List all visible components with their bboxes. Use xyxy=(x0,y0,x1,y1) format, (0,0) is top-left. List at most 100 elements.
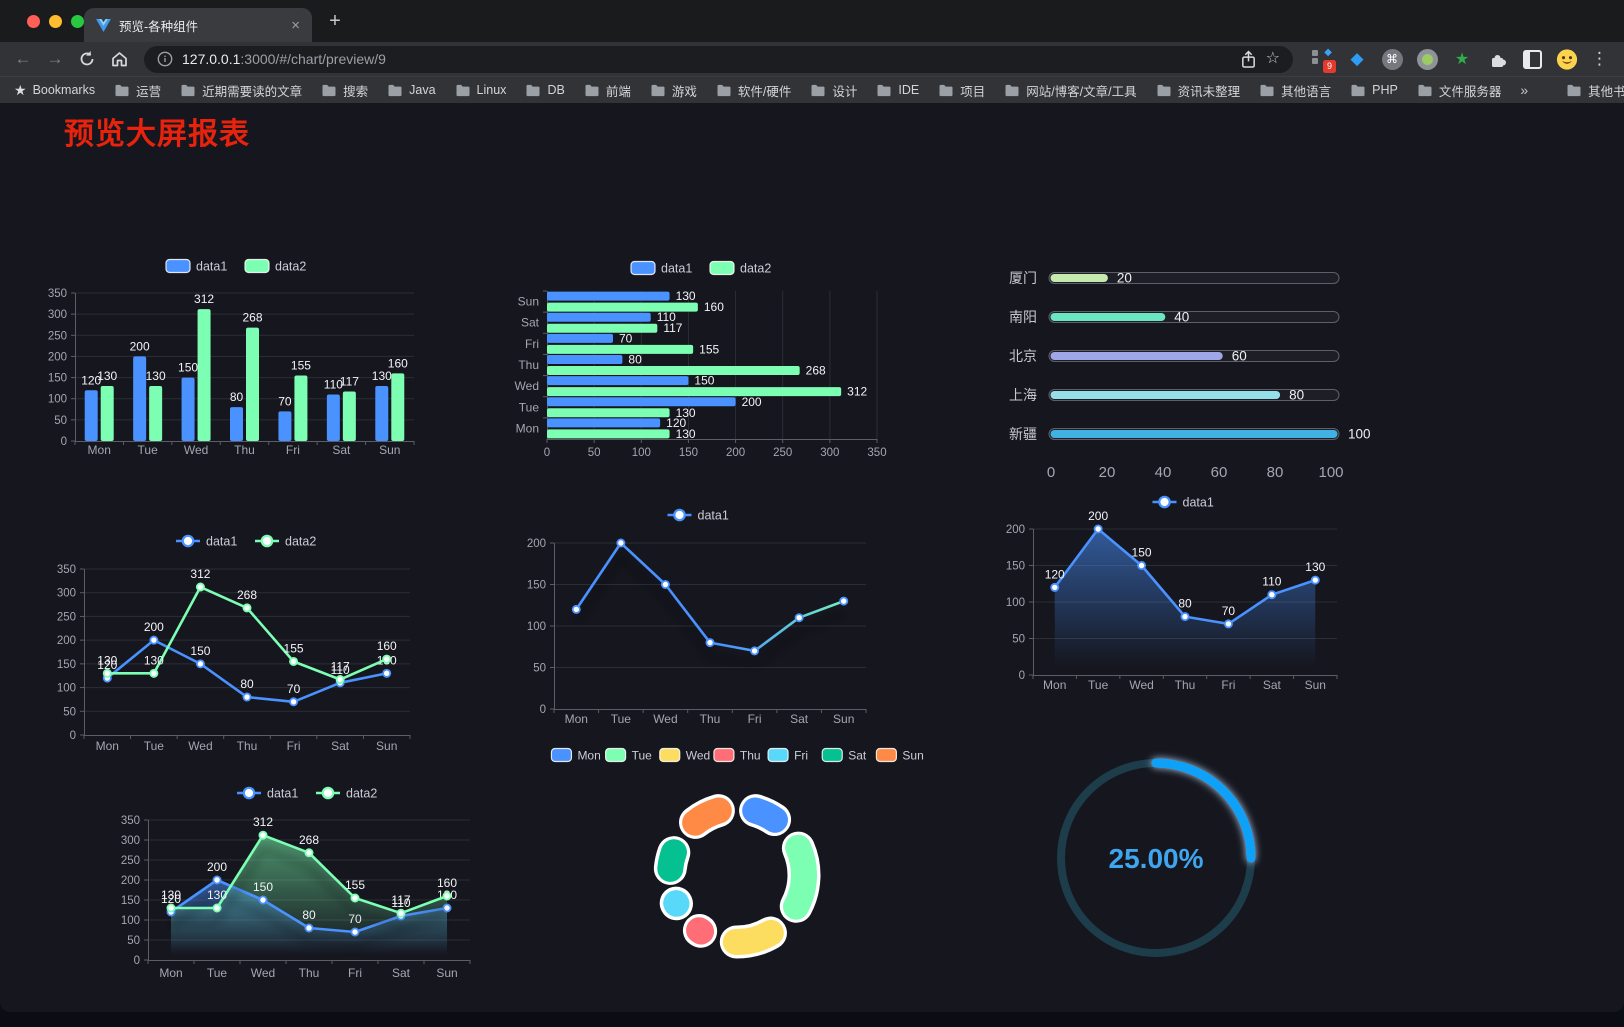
bookmark-star-icon[interactable]: ☆ xyxy=(1265,50,1280,67)
svg-text:data1: data1 xyxy=(206,535,237,549)
share-icon[interactable] xyxy=(1240,49,1257,69)
new-tab-button[interactable]: + xyxy=(329,10,341,32)
bookmark-folder[interactable]: 设计 xyxy=(810,81,857,100)
svg-text:data2: data2 xyxy=(346,787,377,801)
profile-avatar[interactable] xyxy=(1556,48,1578,70)
svg-text:Sat: Sat xyxy=(848,749,867,763)
fullscreen-window-button[interactable] xyxy=(71,15,84,28)
svg-text:data2: data2 xyxy=(285,535,316,549)
svg-text:100: 100 xyxy=(527,621,546,633)
svg-text:Mon: Mon xyxy=(565,712,588,725)
svg-text:Fri: Fri xyxy=(348,966,362,980)
url-text[interactable]: 127.0.0.1:3000/#/chart/preview/9 xyxy=(182,51,386,67)
bookmark-folder[interactable]: IDE xyxy=(876,81,919,100)
svg-text:200: 200 xyxy=(207,860,227,874)
svg-text:70: 70 xyxy=(287,682,301,696)
svg-text:312: 312 xyxy=(253,815,273,829)
bookmark-label: 前端 xyxy=(605,84,631,99)
svg-text:117: 117 xyxy=(331,660,350,674)
chart-gauge-progress[interactable]: 25.00% xyxy=(1040,745,1272,973)
minimize-window-button[interactable] xyxy=(49,15,62,28)
bookmarks-menu-label: Bookmarks xyxy=(32,83,96,97)
svg-text:0: 0 xyxy=(1019,670,1025,682)
bookmark-folder[interactable]: 软件/硬件 xyxy=(716,81,791,100)
svg-text:Wed: Wed xyxy=(251,966,275,980)
gem-extension-icon[interactable]: ◆ xyxy=(1350,49,1364,68)
bookmark-folder[interactable]: 前端 xyxy=(584,81,631,100)
svg-text:Fri: Fri xyxy=(286,443,300,457)
extensions-puzzle-icon[interactable] xyxy=(1486,48,1508,70)
bookmarks-menu[interactable]: ★ Bookmarks xyxy=(14,82,95,99)
svg-text:Thu: Thu xyxy=(234,443,255,457)
svg-text:130: 130 xyxy=(676,289,696,303)
bookmark-folder[interactable]: 近期需要读的文章 xyxy=(180,81,302,100)
bookmark-label: 搜索 xyxy=(343,84,369,99)
bookmark-folder[interactable]: PHP xyxy=(1350,81,1398,100)
svg-text:100: 100 xyxy=(121,915,140,927)
chart-city-progress[interactable]: 厦门 20 南阳 40 北京 60 上海 80 新疆 100 0 20 40 60 80 100 xyxy=(993,259,1371,489)
svg-text:200: 200 xyxy=(57,635,76,647)
chart-area-single[interactable]: 0 50 100 150 200 Mon Tue Wed Thu Fri Sat Sun 120 200 1… xyxy=(985,489,1373,705)
svg-text:300: 300 xyxy=(820,447,839,459)
svg-text:0: 0 xyxy=(544,447,550,459)
svg-text:100: 100 xyxy=(48,394,67,406)
chart-donut[interactable]: Mon Tue Wed Thu Fri Sat Sun xyxy=(545,739,935,971)
bookmarks-overflow-icon[interactable]: » xyxy=(1520,82,1529,98)
bookmark-folder[interactable]: 游戏 xyxy=(650,81,697,100)
svg-text:80: 80 xyxy=(1289,388,1304,403)
svg-text:80: 80 xyxy=(1178,597,1192,611)
browser-menu-icon[interactable]: ⋮ xyxy=(1591,49,1608,68)
svg-text:Sat: Sat xyxy=(521,316,540,330)
bookmark-folder[interactable]: Java xyxy=(387,81,436,100)
svg-text:130: 130 xyxy=(372,369,392,383)
bookmark-folder[interactable]: 文件服务器 xyxy=(1417,81,1501,100)
command-extension-icon[interactable]: ⌘ xyxy=(1381,48,1403,70)
home-icon[interactable] xyxy=(104,45,134,73)
svg-text:250: 250 xyxy=(773,447,792,459)
browser-tab[interactable]: 预览-各种组件 × xyxy=(84,8,312,42)
recorder-extension-icon[interactable] xyxy=(1416,48,1438,70)
back-icon[interactable]: ← xyxy=(14,49,32,68)
reload-icon[interactable] xyxy=(72,45,102,73)
svg-text:Sat: Sat xyxy=(392,966,411,980)
svg-text:120: 120 xyxy=(97,658,117,672)
forward-icon[interactable]: → xyxy=(46,49,64,68)
close-window-button[interactable] xyxy=(27,15,40,28)
svg-text:150: 150 xyxy=(178,361,198,375)
svg-text:200: 200 xyxy=(48,351,67,363)
svg-text:data2: data2 xyxy=(740,262,771,276)
bookmark-folder[interactable]: DB xyxy=(525,81,565,100)
bookmark-folder[interactable]: 项目 xyxy=(938,81,985,100)
url-path: :3000/#/chart/preview/9 xyxy=(240,51,386,67)
svg-text:312: 312 xyxy=(847,385,867,399)
svg-text:60: 60 xyxy=(1211,464,1228,481)
svg-text:155: 155 xyxy=(345,878,365,892)
bookmark-folder[interactable]: 运营 xyxy=(114,81,161,100)
site-info-icon[interactable] xyxy=(157,51,173,67)
bookmark-folder[interactable]: Linux xyxy=(455,81,506,100)
chart-horizontal-bar[interactable]: 0 50 100 150 200 250 300 350 Sun 130 160 Sat 110 117 F… xyxy=(503,249,895,471)
svg-text:Sun: Sun xyxy=(376,739,397,753)
evernote-extension-icon[interactable]: ★ xyxy=(1454,51,1470,68)
sidebar-icon[interactable] xyxy=(1521,48,1543,70)
bookmark-folder[interactable]: 资讯未整理 xyxy=(1156,81,1240,100)
svg-text:70: 70 xyxy=(619,331,633,345)
svg-text:150: 150 xyxy=(57,659,76,671)
bookmark-folder[interactable]: 网站/博客/文章/工具 xyxy=(1004,81,1137,100)
svg-text:250: 250 xyxy=(121,855,140,867)
address-bar[interactable]: 127.0.0.1:3000/#/chart/preview/9 ☆ xyxy=(144,45,1293,73)
diamond-icon: ◆ xyxy=(1324,47,1332,58)
chart-line-multi[interactable]: 0 50 100 150 200 250 300 350 Mon Tue Wed Thu Fri Sat S… xyxy=(38,523,452,759)
svg-text:250: 250 xyxy=(57,611,76,623)
other-bookmarks-folder[interactable]: 其他书签 xyxy=(1566,81,1624,100)
chart-line-gradient[interactable]: 0 50 100 150 200 Mon Tue Wed Thu Fri Sat Sun data1 xyxy=(500,499,882,726)
bookmark-folder[interactable]: 其他语言 xyxy=(1259,81,1331,100)
tab-close-icon[interactable]: × xyxy=(291,16,300,34)
chart-area-multi[interactable]: 0 50 100 150 200 250 300 350 Mon Tue Wed Thu Fri Sat S… xyxy=(93,775,489,995)
chart-grouped-bar[interactable]: 0 50 100 150 200 250 300 350 Mon Tue Wed Thu Fri Sat S… xyxy=(38,249,452,469)
bookmark-folder[interactable]: 搜索 xyxy=(321,81,368,100)
tab-manager-extension-icon[interactable]: ◆ 9 xyxy=(1311,47,1336,73)
svg-text:Sun: Sun xyxy=(518,295,539,309)
svg-text:Mon: Mon xyxy=(88,443,111,457)
svg-text:130: 130 xyxy=(207,888,227,902)
